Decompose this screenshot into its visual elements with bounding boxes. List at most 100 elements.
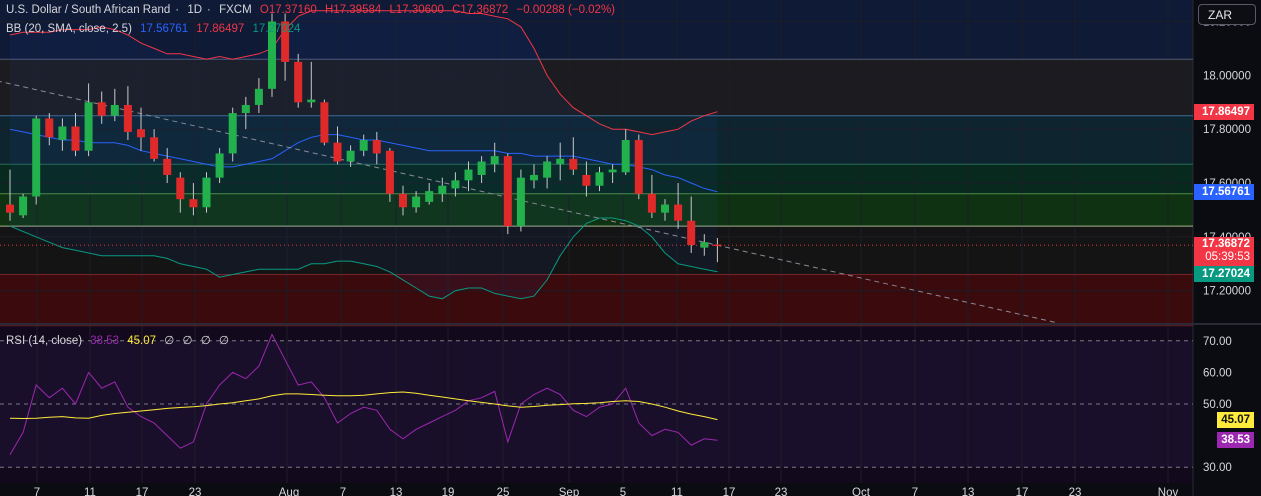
bb-basis-value: 17.56761 — [140, 23, 189, 35]
close-value: C17.36872 — [452, 4, 509, 16]
zone — [0, 115, 1193, 165]
change-value: −0.00288 (−0.02%) — [516, 4, 616, 16]
time-tick-label: 17 — [723, 487, 736, 496]
time-tick-label: 7 — [340, 487, 346, 496]
candle-body — [307, 99, 316, 103]
rsi-label[interactable]: RSI (14, close) — [6, 335, 83, 347]
interval[interactable]: 1D — [187, 4, 203, 16]
exchange: FXCM — [219, 4, 252, 16]
candle-body — [674, 204, 683, 221]
zone — [0, 59, 1193, 116]
candle-body — [516, 177, 525, 227]
candle-body — [163, 158, 172, 175]
rsi-axis: 70.00 60.00 50.00 30.00 — [1203, 336, 1232, 474]
price-zones — [0, 0, 1193, 468]
candle-body — [412, 196, 421, 208]
high-value: H17.39584 — [325, 4, 382, 16]
rsi-ma-value: 45.07 — [127, 335, 157, 347]
low-value: L17.30600 — [389, 4, 444, 16]
price-tick-label: 17.20000 — [1203, 286, 1251, 298]
candle-body — [451, 180, 460, 189]
candle-body — [647, 193, 656, 213]
rsi-legend[interactable]: RSI (14, close) 38.53 45.07 ∅ ∅ ∅ ∅ — [6, 333, 234, 347]
bar-countdown: 05:39:53 — [1205, 251, 1250, 264]
candles — [0, 13, 1193, 263]
candle-body — [595, 172, 604, 186]
candle-body — [530, 174, 538, 181]
time-tick-label: 11 — [84, 487, 96, 496]
candle-body — [97, 102, 106, 116]
zone-top — [0, 0, 1193, 60]
time-tick-label: 25 — [497, 487, 510, 496]
candle-body — [189, 199, 198, 208]
open-value: O17.37160 — [259, 4, 317, 16]
zone — [0, 274, 1193, 326]
time-axis: 7 11 17 23 Aug 7 13 19 25 Sep 5 11 17 23 Oct 7 13 17 23 Nov — [34, 487, 1179, 496]
candle-body — [202, 177, 211, 208]
time-tick-label: 7 — [912, 487, 918, 496]
rsi-tick-label: 30.00 — [1203, 462, 1232, 474]
currency-button[interactable]: ZAR — [1198, 4, 1256, 25]
price-tick-label: 17.80000 — [1203, 124, 1251, 136]
candle-body — [281, 21, 290, 62]
bb-upper-price-tag: 17.86497 — [1194, 103, 1254, 120]
candle-body — [634, 139, 643, 194]
candle-body — [713, 244, 722, 247]
time-tick-label: Oct — [852, 487, 871, 496]
time-tick-label: 13 — [962, 487, 975, 496]
rsi-ma-tag: 45.07 — [1217, 411, 1254, 428]
trendline-line — [0, 80, 1059, 324]
candle-body — [228, 113, 237, 154]
zone — [0, 226, 1193, 275]
candle-body — [608, 169, 617, 173]
candle-body — [58, 126, 67, 140]
candle-body — [687, 220, 696, 245]
candle-body — [556, 158, 565, 165]
candle-body — [32, 118, 41, 197]
bb-upper-line — [9, 10, 718, 136]
symbol-legend[interactable]: U.S. Dollar / South African Rand · 1D · FX… — [6, 4, 616, 16]
candle-body — [176, 177, 185, 200]
rsi-tag: 38.53 — [1217, 432, 1254, 449]
time-tick-label: 23 — [1069, 487, 1082, 496]
rsi-placeholder: ∅ — [182, 335, 193, 347]
candle-body — [543, 161, 552, 178]
candle-body — [71, 126, 80, 151]
candle-body — [359, 139, 368, 151]
candle-body — [425, 191, 434, 202]
candle-body — [45, 118, 54, 138]
last-price-tag: 17.36872 05:39:53 — [1194, 237, 1254, 267]
time-tick-label: 13 — [390, 487, 403, 496]
candle-body — [582, 174, 591, 186]
candle-body — [110, 104, 119, 116]
candle-body — [490, 156, 499, 165]
symbol-name[interactable]: U.S. Dollar / South African Rand — [6, 4, 171, 16]
time-tick-label: 17 — [136, 487, 149, 496]
time-tick-label: 5 — [620, 487, 626, 496]
candle-body — [254, 88, 263, 105]
candle-body — [569, 158, 578, 170]
candle-body — [6, 204, 14, 213]
candle-body — [137, 129, 145, 138]
candle-body — [346, 150, 355, 162]
candle-body — [84, 102, 93, 151]
candle-body — [438, 185, 447, 194]
time-tick-label: Nov — [1158, 487, 1179, 496]
rsi-line — [9, 333, 718, 455]
bb-lower-price-tag: 17.27024 — [1194, 266, 1254, 283]
candle-body — [19, 196, 28, 216]
trendline — [0, 80, 1059, 324]
last-price-value: 17.36872 — [1202, 238, 1250, 251]
bb-upper-value: 17.86497 — [196, 23, 245, 35]
bb-label[interactable]: BB (20, SMA, close, 2.5) — [6, 23, 132, 35]
candle-body — [215, 153, 224, 178]
rsi-placeholder: ∅ — [218, 335, 229, 347]
bb-legend[interactable]: BB (20, SMA, close, 2.5) 17.56761 17.864… — [6, 23, 305, 35]
candle-body — [123, 104, 132, 132]
candle-body — [150, 137, 159, 159]
bb-lower-value: 17.27024 — [252, 23, 301, 35]
candle-body — [268, 21, 276, 89]
